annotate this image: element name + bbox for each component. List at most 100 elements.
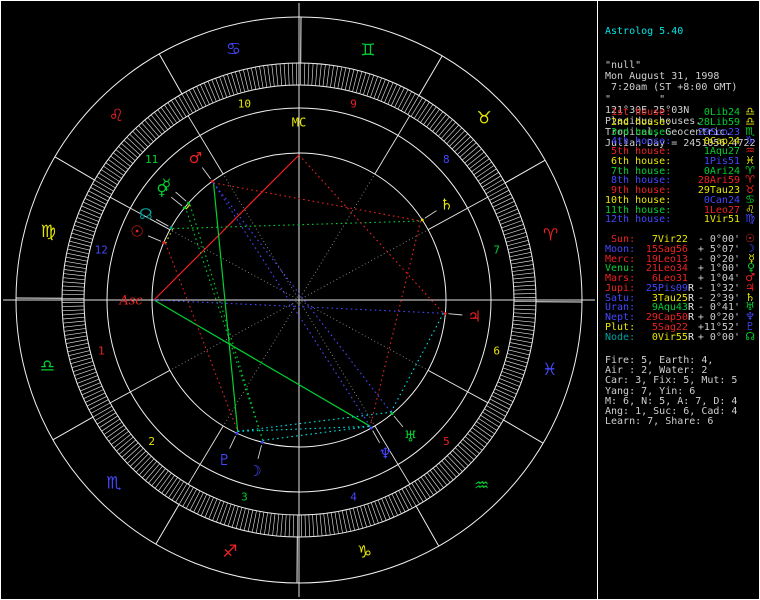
house-cusp-value: 29Sco23 — [697, 126, 740, 138]
house-cusps — [109, 115, 489, 485]
aspect-sun-pluto-square — [165, 243, 239, 432]
saturn-icon: ♄ — [440, 196, 453, 214]
planet-icon: ♀ — [746, 261, 755, 275]
planet-position-value: 9Aqu43R — [635, 303, 694, 313]
planet-longitude: 19Leo13 — [645, 253, 688, 265]
aspect-lines — [153, 154, 444, 441]
sign-leo-glyph: ♌ — [109, 106, 124, 126]
moon-anchor-dot — [260, 440, 264, 444]
zodiac-sign-icon: ♋ — [745, 192, 755, 206]
sun-icon: ☉ — [130, 223, 143, 241]
house-cusp-value: 0Cap24 — [697, 136, 740, 148]
chart-info-line: " " — [605, 93, 666, 105]
degree-ticks — [61, 62, 537, 538]
house-number-5: 5 — [443, 435, 450, 448]
planet-row: Moon: 15Sag56 + 5°07' ☽ — [605, 243, 755, 255]
house-cusp-spoke — [300, 173, 376, 298]
aspect-saturn-neptune-square — [369, 220, 422, 427]
stats-line: Car: 3, Fix: 5, Mut: 5 — [605, 375, 738, 387]
planet-row: Sun: 7Vir22 - 0°00' ☉ — [605, 233, 755, 245]
daily-motion: + 1°00' — [697, 263, 740, 275]
planet-glyphs: ☉ ☽ ☿♀ ♂ ♃ ♄ ♅ ♆ ♇ ☊ — [130, 149, 481, 480]
planet-icon: ♅ — [745, 300, 755, 314]
house-cusp-value: 28Lib59 — [697, 116, 740, 128]
uranus-icon: ♅ — [404, 428, 417, 446]
stats-line: Air : 2, Water: 2 — [605, 365, 708, 377]
planet-longitude: 9Aqu43 — [645, 302, 688, 314]
planet-row: Uran: 9Aqu43R - 0°41' ♅ — [605, 300, 755, 314]
planet-position-value: 19Leo13 — [635, 253, 694, 265]
angle-labels: Asc MC — [118, 115, 306, 308]
aspect-pluto-neptune-sextile — [237, 425, 371, 432]
planet-longitude: 3Tau25 — [645, 292, 688, 304]
aspect-mars-neptune-opposition — [213, 182, 371, 427]
zodiac-sign-icon: ♍ — [745, 212, 755, 226]
chart-info-line: Placidus houses. — [605, 116, 702, 128]
house-cusp-value: 28Ari59 — [697, 175, 740, 187]
aspect-jupiter-asc-opposition — [153, 299, 444, 314]
mc-label: MC — [292, 115, 306, 129]
house-cusp-value: 0Can24 — [697, 194, 740, 206]
chart-info-line: 121°30E 25°03N — [605, 104, 690, 116]
daily-motion: + 5°07' — [697, 243, 740, 255]
daily-motion: - 0°00' — [697, 234, 740, 245]
element-stats: Fire: 5, Earth: 4, Air : 2, Water: 2 Car: … — [605, 355, 755, 428]
panel-header: Astrolog 5.40 "null" Mon August 31, 1998 … — [605, 4, 758, 172]
house-label: 9th house: — [605, 185, 672, 196]
uranus-anchor-dot — [390, 412, 394, 416]
planet-longitude: 6Leo31 — [645, 273, 688, 284]
sign-divider — [418, 55, 443, 96]
aspect-mercury-venus-conjunction — [185, 204, 191, 210]
house-label: 4th house: — [605, 136, 672, 148]
house-label: 10th house: — [605, 194, 672, 206]
sign-libra-glyph: ♎ — [40, 357, 55, 377]
house-number-9: 9 — [350, 97, 357, 110]
planet-label: Node: — [605, 331, 636, 343]
house-cusp-spoke — [301, 301, 429, 371]
planet-longitude: 7Vir22 — [645, 234, 688, 245]
retrograde-flag: R — [687, 302, 694, 314]
wheel-circle — [106, 107, 492, 493]
sign-aquarius-glyph: ♒ — [474, 476, 489, 496]
planet-longitude: 15Sag56 — [645, 243, 688, 255]
chart-info-line: Mon August 31, 1998 — [605, 71, 720, 83]
daily-motion: + 1°04' — [697, 273, 740, 284]
planet-position-value: 0Vir55R — [635, 331, 694, 343]
planet-icon: ♄ — [745, 290, 755, 304]
house-cusp-line — [109, 369, 171, 404]
retrograde-flag: R — [687, 312, 694, 323]
house-row: 3rd house: 29Sco23 ♏ — [605, 126, 755, 138]
house-cusp-line — [427, 196, 489, 231]
retrograde-flag: R — [687, 282, 694, 294]
stats-line: Learn: 7, Share: 6 — [605, 416, 714, 428]
planet-icon: ♃ — [745, 280, 755, 294]
daily-motion: - 2°39' — [697, 292, 740, 304]
stats-line: Yang: 7, Yin: 6 — [605, 385, 696, 397]
zodiac-sign-icon: ♉ — [745, 183, 755, 196]
pluto-icon: ♇ — [218, 451, 231, 469]
planet-position-value: 15Sag56 — [635, 243, 694, 255]
planet-row: Node: 0Vir55R + 0°00' ☊ — [605, 331, 755, 343]
planet-label: Plut: — [605, 321, 636, 333]
stats-line: Ang: 1, Suc: 6, Cad: 4 — [605, 406, 738, 418]
retrograde-flag: R — [687, 331, 694, 343]
house-label: 3rd house: — [605, 126, 672, 138]
mars-icon: ♂ — [189, 149, 202, 167]
planet-label: Nept: — [605, 312, 636, 323]
sign-capricorn-glyph: ♑ — [357, 543, 372, 563]
wheel-circles — [15, 16, 583, 584]
venus-anchor-dot — [183, 206, 186, 210]
house-number-6: 6 — [493, 344, 500, 357]
house-number-8: 8 — [443, 153, 450, 166]
zodiac-ring: ♈ ♉ ♊ ♋ ♌ ♍ ♎ ♏ ♐ ♑ ♒ ♓ — [15, 16, 583, 584]
house-cusp-spoke — [222, 173, 298, 298]
aspect-jupiter-uranus-semisquare — [390, 313, 444, 413]
house-cusp-line — [187, 425, 224, 485]
sign-taurus-glyph: ♉ — [476, 109, 491, 129]
house-row: 5th house: 1Aqu27 ♒ — [605, 145, 755, 156]
chart-info-lines: "null" Mon August 31, 1998 7:20am (ST +8:… — [605, 60, 758, 150]
saturn-anchor-dot — [420, 218, 424, 222]
aspect-mars-pluto-trine — [212, 182, 239, 432]
planet-position-list: Sun: 7Vir22 - 0°00' ☉ Moon: 15Sag56 + 5°07'… — [605, 233, 755, 343]
